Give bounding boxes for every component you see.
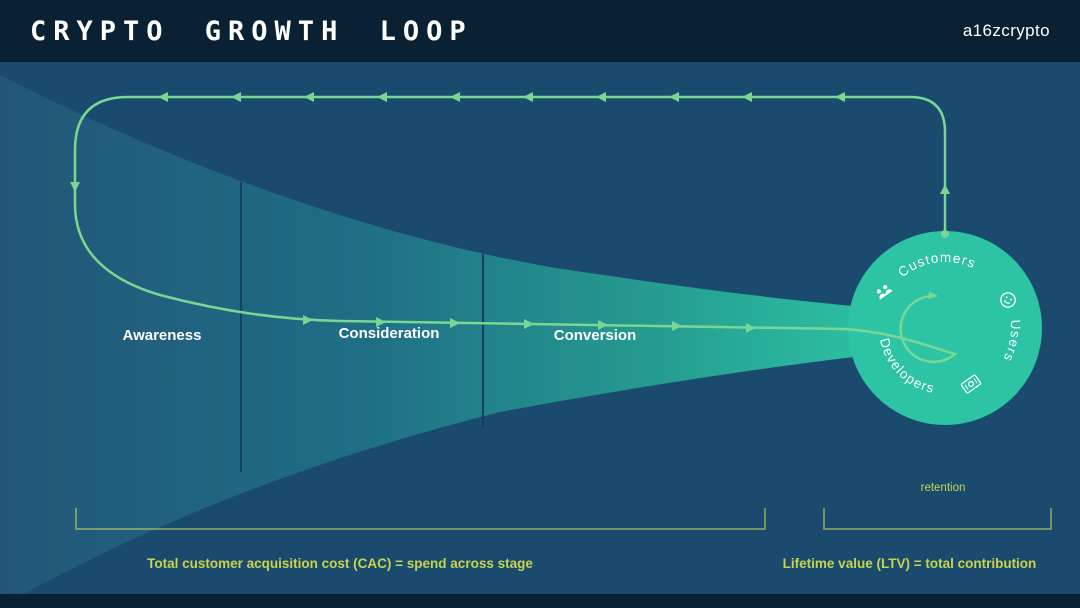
funnel-shape — [0, 75, 900, 594]
stage-label-consideration: Consideration — [339, 325, 440, 342]
smiley-icon — [1000, 292, 1016, 308]
brand-logo: a16zcrypto — [962, 21, 1050, 40]
top-flow-arrows — [158, 92, 845, 102]
left-flow-arrow — [70, 182, 80, 192]
loop-start-dot — [941, 230, 949, 238]
bottom-strip — [0, 594, 1080, 608]
header: CRYPTO GROWTH LOOP a16zcrypto — [0, 0, 1080, 62]
funnel-flow-arrows — [303, 315, 756, 333]
cac-bracket — [75, 508, 766, 530]
stage-label-conversion: Conversion — [554, 327, 637, 344]
ltv-bracket — [823, 508, 1052, 530]
page-title: CRYPTO GROWTH LOOP — [30, 15, 473, 47]
cac-note: Total customer acquisition cost (CAC) = … — [147, 556, 533, 571]
right-flow-arrow — [940, 184, 950, 194]
diagram-canvas: Awareness Consideration Conversion Custo… — [0, 62, 1080, 594]
banknote-icon — [960, 374, 982, 394]
ltv-note: Lifetime value (LTV) = total contributio… — [782, 556, 1037, 571]
retention-circle — [848, 231, 1042, 425]
stage-label-awareness: Awareness — [123, 327, 202, 344]
people-icon — [876, 284, 893, 300]
growth-loop-diagram: Awareness Consideration Conversion Custo… — [0, 75, 1042, 594]
retention-label: retention — [920, 482, 966, 494]
growth-loop-path — [73, 95, 958, 364]
